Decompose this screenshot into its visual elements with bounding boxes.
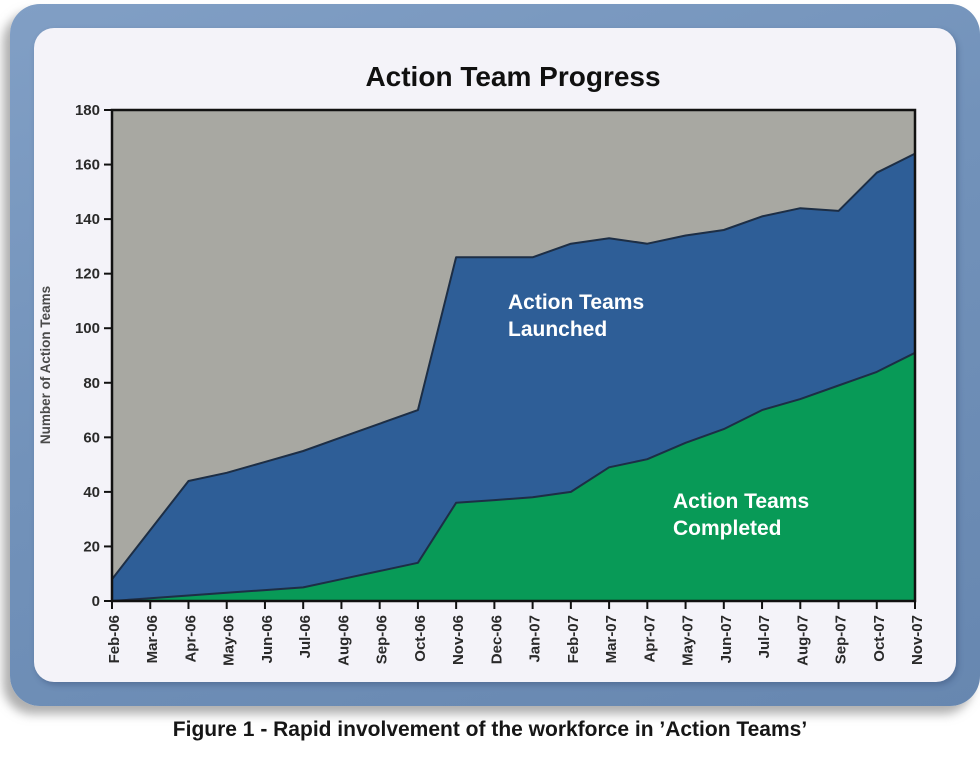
x-tick-label: Aug-07 [794,615,811,666]
x-tick-label: May-06 [221,615,238,666]
completed-line [111,351,916,602]
x-tick-label: Aug-06 [335,615,352,666]
x-tick-label: Feb-06 [106,615,123,663]
plot-border [110,108,917,603]
x-tick-label: Jun-07 [718,615,735,663]
x-tick-label: Jun-06 [259,615,276,663]
y-tick-label: 60 [83,429,100,446]
y-tick-label: 40 [83,484,100,501]
y-tick-label: 180 [75,102,100,119]
completed-label-line1: Action Teams [673,490,809,513]
chart-card: Action Team Progress 0 20 40 60 80 100 120 140 1… [34,28,956,682]
y-tick-label: 160 [75,157,100,174]
launched-line [111,152,916,580]
y-tick-label: 0 [92,593,100,610]
x-tick-label: Mar-07 [603,615,620,663]
y-tick-label: 80 [83,375,100,392]
launched-label-line2: Launched [508,318,607,341]
x-tick-label: Feb-07 [565,615,582,663]
x-tick-label: Dec-06 [488,615,505,664]
y-tick-label: 120 [75,266,100,283]
x-tick-label: Nov-06 [450,615,467,665]
series-areas [111,152,916,602]
x-tick-label: Mar-06 [144,615,161,663]
y-tick-label: 100 [75,320,100,337]
chart-title: Action Team Progress [365,61,660,92]
x-tick-label: Jan-07 [527,615,544,663]
completed-area [112,352,915,601]
y-tick-label: 140 [75,211,100,228]
x-axis-ticks: Feb-06 Mar-06 Apr-06 May-06 Jun-06 Jul-06 Aug-… [106,601,926,666]
x-tick-label: May-07 [680,615,697,666]
x-tick-label: Apr-07 [641,615,658,663]
x-tick-label: Oct-07 [871,615,888,662]
x-tick-label: Oct-06 [412,615,429,662]
x-tick-label: Sep-06 [374,615,391,664]
area-chart: Action Team Progress 0 20 40 60 80 100 120 140 1… [38,61,926,666]
x-tick-label: Jul-06 [297,615,314,658]
x-tick-label: Apr-06 [182,615,199,663]
x-tick-label: Jul-07 [756,615,773,658]
y-tick-label: 20 [83,538,100,555]
y-axis-title: Number of Action Teams [38,286,53,444]
launched-label-line1: Action Teams [508,291,644,314]
x-tick-label: Nov-07 [909,615,926,665]
x-tick-label: Sep-07 [833,615,850,664]
completed-label-line2: Completed [673,517,782,540]
y-axis-ticks: 0 20 40 60 80 100 120 140 160 180 [75,102,112,610]
figure-caption: Figure 1 - Rapid involvement of the work… [172,718,808,741]
chart-frame: Action Team Progress 0 20 40 60 80 100 120 140 1… [10,4,980,706]
